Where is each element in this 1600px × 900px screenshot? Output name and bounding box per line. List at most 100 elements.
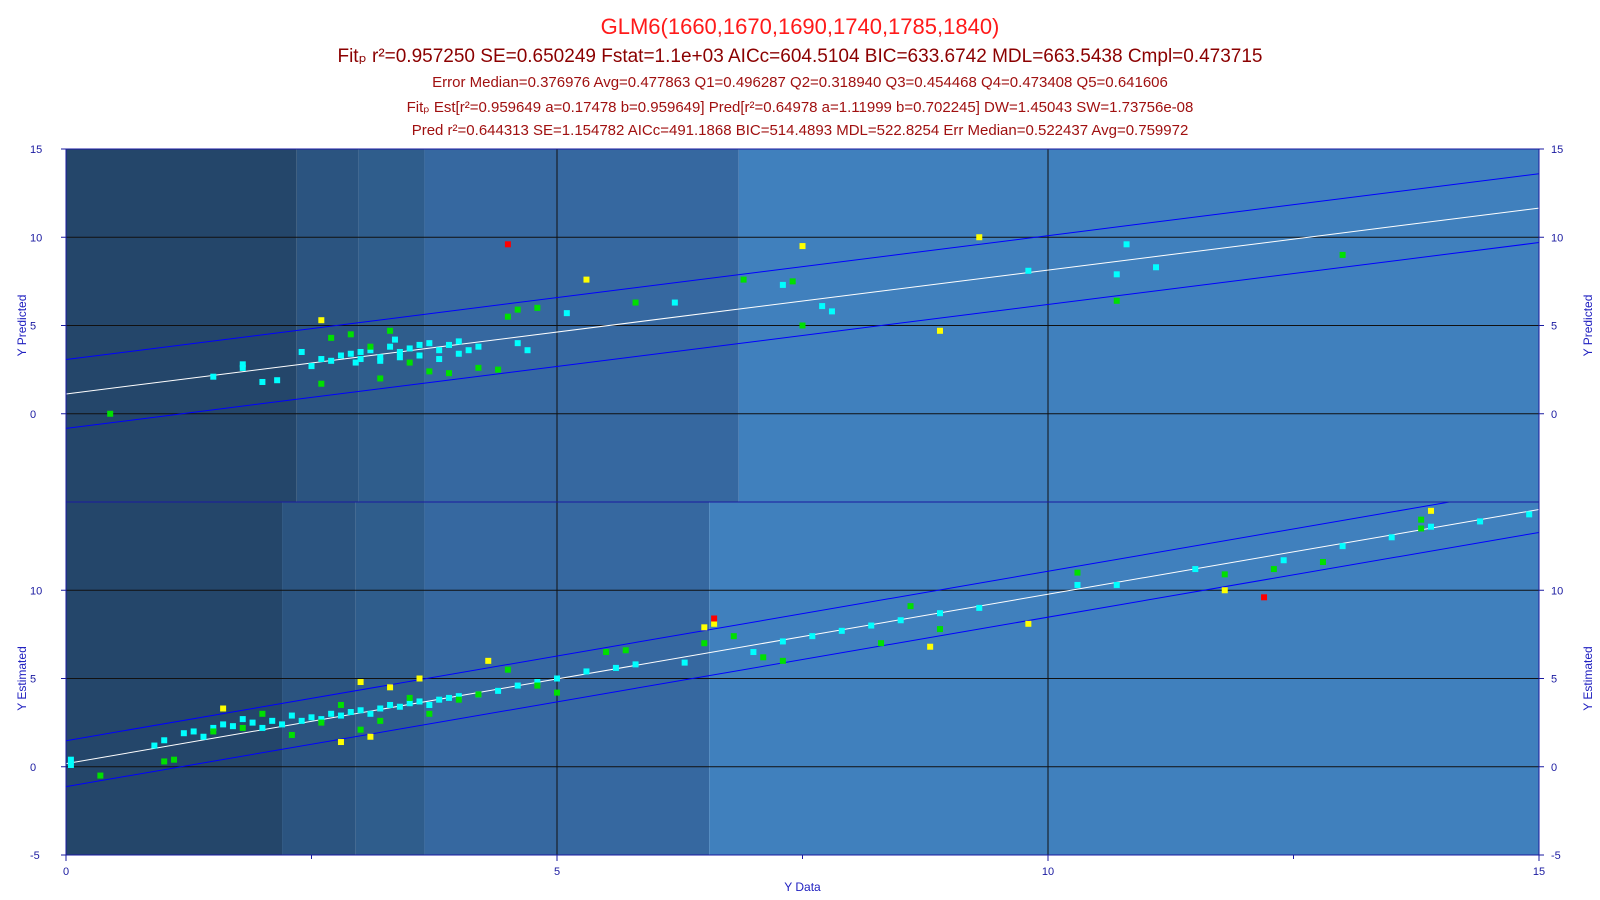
top-point-cyan bbox=[465, 347, 472, 354]
top-point-yellow bbox=[936, 327, 943, 334]
top-point-cyan bbox=[455, 350, 462, 357]
bottom-point-cyan bbox=[1280, 557, 1287, 564]
top-point-green bbox=[799, 322, 806, 329]
bottom-point-green bbox=[936, 626, 943, 633]
bottom-point-green bbox=[1418, 516, 1425, 523]
xtick-label: 15 bbox=[1533, 866, 1545, 878]
bottom-point-cyan bbox=[288, 712, 295, 719]
bottom-point-yellow bbox=[367, 733, 374, 740]
bottom-point-yellow bbox=[701, 624, 708, 631]
bottom-ytick-left: 10 bbox=[30, 585, 42, 597]
bottom-point-yellow bbox=[711, 620, 718, 627]
top-point-yellow bbox=[318, 317, 325, 324]
bottom-point-green bbox=[504, 666, 511, 673]
top-point-cyan bbox=[1025, 267, 1032, 274]
bottom-point-cyan bbox=[210, 724, 217, 731]
bottom-point-green bbox=[210, 728, 217, 735]
bottom-ylabel-right: Y Estimated bbox=[1581, 646, 1595, 710]
top-point-green bbox=[377, 375, 384, 382]
top-fit-line bbox=[66, 207, 1539, 395]
bottom-point-green bbox=[779, 657, 786, 664]
top-point-cyan bbox=[671, 299, 678, 306]
top-point-green bbox=[514, 306, 521, 313]
bottom-point-green bbox=[1221, 571, 1228, 578]
bottom-point-yellow bbox=[220, 705, 227, 712]
top-point-cyan bbox=[514, 340, 521, 347]
bottom-upper-ci-line bbox=[66, 502, 1453, 742]
bottom-point-green bbox=[288, 731, 295, 738]
bottom-point-green bbox=[701, 640, 708, 647]
bottom-point-green bbox=[1418, 525, 1425, 532]
bottom-fit-lines bbox=[66, 502, 1539, 788]
bottom-points bbox=[67, 507, 1533, 779]
bottom-point-cyan bbox=[269, 717, 276, 724]
x-axis-label: Y Data bbox=[784, 880, 821, 894]
top-point-cyan bbox=[347, 350, 354, 357]
top-point-yellow bbox=[799, 243, 806, 250]
top-point-cyan bbox=[318, 356, 325, 363]
bottom-point-cyan bbox=[67, 756, 74, 763]
top-point-cyan bbox=[396, 354, 403, 361]
top-ytick-right: 0 bbox=[1551, 409, 1557, 421]
top-point-cyan bbox=[357, 348, 364, 355]
top-point-cyan bbox=[436, 356, 443, 363]
top-point-green bbox=[347, 331, 354, 338]
bottom-point-green bbox=[171, 756, 178, 763]
bottom-point-cyan bbox=[455, 693, 462, 700]
bottom-point-yellow bbox=[1427, 507, 1434, 514]
bottom-point-cyan bbox=[406, 700, 413, 707]
bottom-point-green bbox=[318, 719, 325, 726]
bottom-ytick-left: -5 bbox=[30, 850, 40, 862]
bottom-point-yellow bbox=[416, 675, 423, 682]
bottom-point-cyan bbox=[436, 696, 443, 703]
top-point-green bbox=[445, 370, 452, 377]
xtick-label: 0 bbox=[63, 866, 69, 878]
bottom-point-green bbox=[161, 758, 168, 765]
top-point-green bbox=[740, 276, 747, 283]
bottom-point-cyan bbox=[161, 737, 168, 744]
bottom-point-green bbox=[97, 772, 104, 779]
bottom-point-cyan bbox=[1526, 511, 1533, 518]
bottom-point-cyan bbox=[1477, 518, 1484, 525]
bottom-point-cyan bbox=[396, 703, 403, 710]
top-point-cyan bbox=[416, 341, 423, 348]
bottom-point-cyan bbox=[554, 675, 560, 682]
bottom-point-cyan bbox=[318, 716, 325, 723]
error-stats-line: Error Median=0.376976 Avg=0.477863 Q1=0.… bbox=[432, 74, 1168, 91]
xtick-label: 10 bbox=[1042, 866, 1054, 878]
bottom-point-cyan bbox=[612, 664, 619, 671]
bottom-point-green bbox=[622, 647, 629, 654]
bottom-point-cyan bbox=[67, 761, 74, 768]
top-point-green bbox=[1339, 251, 1346, 258]
top-ytick-right: 15 bbox=[1551, 144, 1563, 156]
top-point-cyan bbox=[396, 348, 403, 355]
top-point-green bbox=[495, 366, 502, 373]
top-point-cyan bbox=[239, 361, 246, 368]
top-point-cyan bbox=[819, 303, 826, 310]
bottom-point-yellow bbox=[927, 643, 934, 650]
bottom-point-cyan bbox=[868, 622, 875, 629]
top-point-green bbox=[426, 368, 433, 375]
bottom-point-cyan bbox=[1388, 534, 1395, 541]
est-pred-stats-line: Fitₚ Est[r²=0.959649 a=0.17478 b=0.95964… bbox=[406, 99, 1194, 116]
bottom-point-cyan bbox=[220, 721, 227, 728]
bottom-point-green bbox=[878, 640, 885, 647]
bottom-point-green bbox=[259, 710, 266, 717]
bottom-point-green bbox=[406, 694, 413, 701]
bottom-point-red bbox=[711, 615, 718, 622]
bottom-point-cyan bbox=[416, 698, 423, 705]
bottom-point-cyan bbox=[976, 604, 983, 611]
top-fit-lines bbox=[66, 173, 1539, 429]
top-point-cyan bbox=[406, 345, 413, 352]
bottom-ytick-right: -5 bbox=[1551, 850, 1561, 862]
top-point-cyan bbox=[1153, 264, 1160, 271]
top-point-cyan bbox=[308, 363, 315, 370]
bottom-point-green bbox=[357, 726, 364, 733]
bottom-point-cyan bbox=[838, 627, 845, 634]
bottom-point-green bbox=[554, 689, 560, 696]
bottom-point-green bbox=[426, 710, 433, 717]
top-point-cyan bbox=[416, 352, 423, 359]
bottom-ylabel-left: Y Estimated bbox=[15, 646, 29, 710]
bottom-point-cyan bbox=[779, 638, 786, 645]
bottom-point-cyan bbox=[936, 610, 943, 617]
